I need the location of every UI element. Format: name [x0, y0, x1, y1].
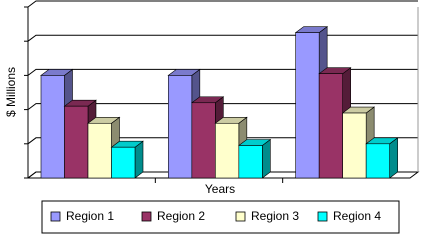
legend-label: Region 4 — [333, 209, 381, 223]
bar — [168, 75, 193, 179]
legend-box — [41, 200, 400, 234]
bar — [215, 122, 240, 179]
bar — [87, 122, 112, 179]
legend-swatch — [50, 211, 61, 222]
bar — [342, 112, 367, 179]
grid-line — [27, 34, 418, 42]
bar-side — [134, 140, 144, 179]
bar — [238, 145, 263, 179]
grid-line — [27, 171, 418, 179]
legend-swatch — [317, 211, 328, 222]
bar — [64, 105, 89, 179]
bar — [111, 146, 136, 179]
bar — [318, 73, 343, 179]
bar — [365, 143, 390, 179]
legend-label: Region 1 — [66, 209, 114, 223]
grid-line — [27, 103, 418, 110]
legend-label: Region 3 — [251, 209, 299, 223]
grid-line — [27, 68, 418, 76]
bar — [40, 75, 65, 179]
bar-side — [389, 137, 398, 179]
bar — [191, 102, 216, 179]
bar-side — [262, 138, 271, 179]
grid-line — [27, 137, 418, 145]
legend-swatch — [141, 211, 152, 222]
legend-swatch — [235, 211, 246, 222]
bar — [295, 32, 320, 179]
x-axis-label: Years — [205, 182, 235, 196]
y-axis-label: $ Millions — [4, 67, 18, 117]
legend-label: Region 2 — [157, 209, 205, 223]
grid-line — [27, 0, 418, 8]
